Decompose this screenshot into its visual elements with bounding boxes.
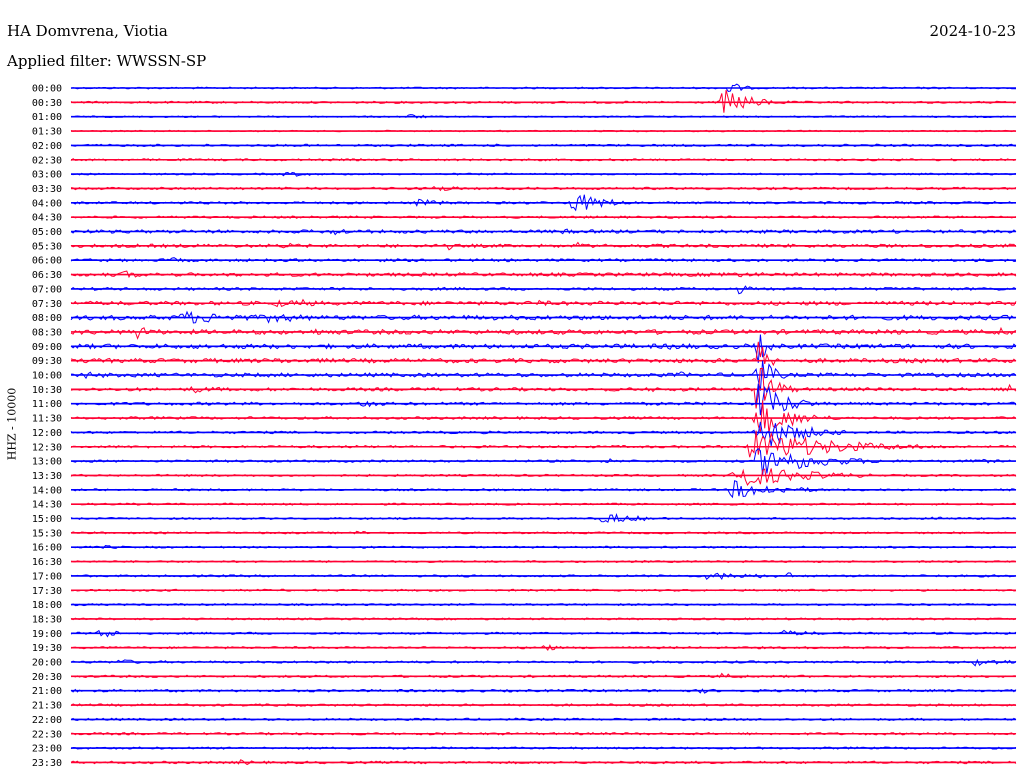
trace-0930 (70, 341, 1017, 367)
tick-label: 03:30 (32, 184, 62, 195)
trace-0700 (70, 285, 1017, 295)
tick-label: 00:00 (32, 84, 62, 95)
tick-label: 07:00 (32, 284, 62, 295)
trace-2000 (70, 658, 1017, 667)
tick-label: 08:30 (32, 327, 62, 338)
tick-label: 04:30 (32, 213, 62, 224)
trace-1330 (70, 468, 1017, 487)
tick-label: 06:00 (32, 256, 62, 267)
tick-label: 15:00 (32, 514, 62, 525)
tick-label: 18:00 (32, 600, 62, 611)
date-label: 2024-10-23 (929, 22, 1016, 40)
tick-label: 20:30 (32, 672, 62, 683)
tick-label: 19:30 (32, 643, 62, 654)
tick-label: 07:30 (32, 299, 62, 310)
tick-label: 09:30 (32, 356, 62, 367)
tick-label: 16:30 (32, 557, 62, 568)
trace-1400 (70, 480, 1017, 499)
tick-label: 06:30 (32, 270, 62, 281)
trace-1230 (70, 430, 1017, 458)
tick-label: 08:00 (32, 313, 62, 324)
tick-label: 18:30 (32, 614, 62, 625)
tick-label: 19:00 (32, 629, 62, 640)
tick-label: 10:00 (32, 371, 62, 382)
trace-0900 (70, 334, 1017, 363)
trace-1200 (70, 421, 1017, 447)
tick-label: 09:00 (32, 342, 62, 353)
tick-label: 16:00 (32, 543, 62, 554)
tick-label: 13:00 (32, 457, 62, 468)
tick-label: 10:30 (32, 385, 62, 396)
trace-1130 (70, 400, 1017, 434)
tick-label: 22:30 (32, 729, 62, 740)
tick-label: 12:00 (32, 428, 62, 439)
tick-label: 13:30 (32, 471, 62, 482)
tick-label: 23:30 (32, 758, 62, 769)
tick-label: 00:30 (32, 98, 62, 109)
filter-label: Applied filter: WWSSN-SP (7, 52, 207, 70)
tick-label: 11:00 (32, 399, 62, 410)
station-title: HA Domvrena, Viotia (7, 22, 168, 40)
tick-label: 05:00 (32, 227, 62, 238)
tick-label: 01:30 (32, 127, 62, 138)
tick-label: 17:30 (32, 586, 62, 597)
tick-label: 20:00 (32, 658, 62, 669)
tick-label: 02:00 (32, 141, 62, 152)
tick-label: 14:30 (32, 500, 62, 511)
tick-label: 12:30 (32, 442, 62, 453)
trace-0830 (70, 326, 1017, 340)
tick-label: 03:00 (32, 170, 62, 181)
tick-label: 02:30 (32, 155, 62, 166)
trace-0030 (70, 89, 1017, 113)
tick-label: 04:00 (32, 198, 62, 209)
tick-label: 05:30 (32, 241, 62, 252)
tick-label: 23:00 (32, 744, 62, 755)
tick-label: 17:00 (32, 571, 62, 582)
tick-label: 14:00 (32, 485, 62, 496)
tick-label: 21:00 (32, 686, 62, 697)
tick-label: 11:30 (32, 414, 62, 425)
tick-label: 21:30 (32, 701, 62, 712)
tick-label: 22:00 (32, 715, 62, 726)
tick-label: 01:00 (32, 112, 62, 123)
tick-label: 15:30 (32, 528, 62, 539)
trace-1300 (70, 448, 1017, 476)
trace-1100 (70, 383, 1017, 416)
